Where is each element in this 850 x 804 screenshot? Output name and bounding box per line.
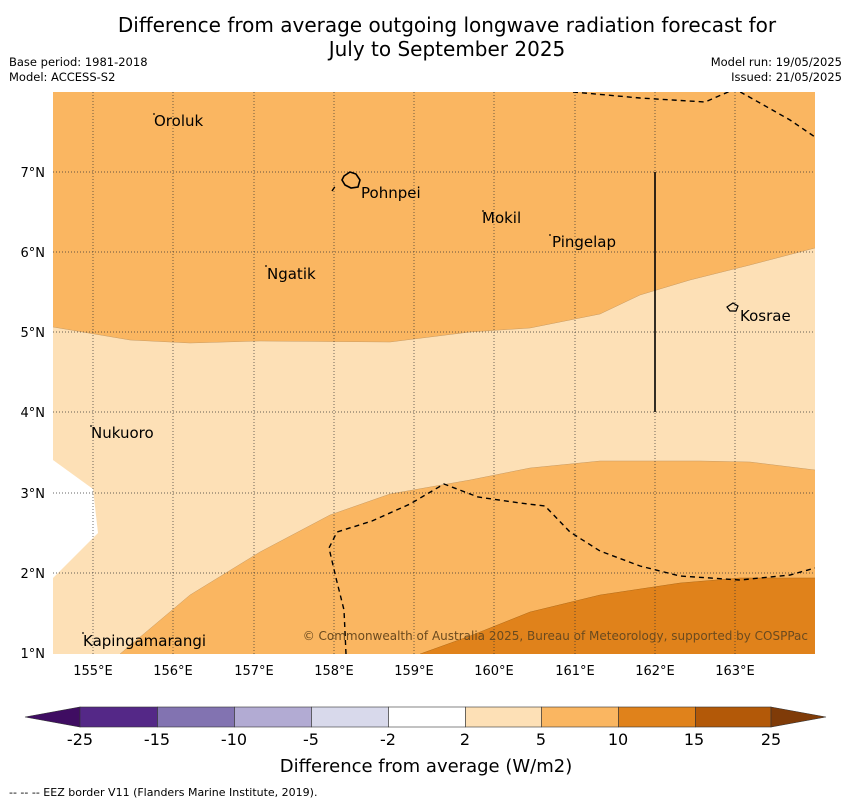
lon-label: 156°E [153,664,193,679]
pingelap-dot [549,234,551,236]
model-name: Model: ACCESS-S2 [9,70,116,84]
colorbar-tick: 25 [761,730,781,749]
issued-date: Issued: 21/05/2025 [731,70,842,84]
lon-label: 158°E [314,664,354,679]
place-label: Mokil [482,209,521,227]
map-title: Difference from average outgoing longwav… [0,13,850,61]
colorbar-tick: 2 [460,730,470,749]
ngatik-dot [265,265,267,267]
lat-label: 3°N [21,487,46,502]
nukuoro-dot [90,425,92,427]
lat-label: 2°N [21,567,46,582]
place-label: Oroluk [154,112,203,130]
longitude-labels: 155°E 156°E 157°E 158°E 159°E 160°E 161°… [73,664,755,679]
colorbar-tick: 15 [684,730,704,749]
neutral-region [53,460,98,578]
map-area: Oroluk Pohnpei Mokil Pingelap Ngatik Kos… [53,92,815,654]
colorbar-extend-high [770,706,827,728]
eez-borders [328,92,815,654]
lon-label: 163°E [715,664,755,679]
colorbar-tick: 10 [608,730,628,749]
lon-label: 155°E [73,664,113,679]
anomaly-10-15-region [420,578,815,654]
pohnpei-island [341,171,361,189]
colorbar-bin [541,706,619,728]
mokil-dot [482,210,484,212]
base-period: Base period: 1981-2018 [9,55,148,69]
colorbar-bin [695,706,772,728]
meta-left: Base period: 1981-2018 Model: ACCESS-S2 [9,55,148,85]
kosrae-island [726,302,739,312]
place-label: Kapingamarangi [83,632,206,650]
lon-label: 157°E [234,664,274,679]
colorbar-tick: -25 [67,730,93,749]
title-line-2: July to September 2025 [328,37,566,61]
colorbar-bin [79,706,158,728]
place-label: Ngatik [267,265,316,283]
title-line-1: Difference from average outgoing longwav… [117,13,777,37]
copyright-notice: © Commonwealth of Australia 2025, Bureau… [303,629,808,643]
colorbar-bin [234,706,312,728]
colorbar-bin [388,706,466,728]
colorbar-extend-low [24,706,81,728]
lon-label: 160°E [474,664,514,679]
place-label: Kosrae [740,307,791,325]
colorbar-bin [311,706,389,728]
colorbar-tick: -10 [221,730,247,749]
kapingamarangi-dot [82,632,84,634]
place-label: Pingelap [552,233,616,251]
eez-footnote: -- -- -- EEZ border V11 (Flanders Marine… [9,786,318,799]
colorbar: -25 -15 -10 -5 -2 2 5 10 15 25 Differenc… [24,706,827,777]
colorbar-bin [618,706,696,728]
colorbar-bin [465,706,542,728]
lon-label: 159°E [394,664,434,679]
lat-label: 5°N [21,326,46,341]
colorbar-tick: -5 [303,730,319,749]
place-label: Pohnpei [361,184,421,202]
colorbar-tick: -2 [380,730,396,749]
lat-label: 1°N [21,647,46,662]
colorbar-title: Difference from average (W/m2) [280,756,572,777]
lon-label: 162°E [635,664,675,679]
lat-label: 6°N [21,246,46,261]
colorbar-tick: -15 [144,730,170,749]
place-label: Nukuoro [91,424,154,442]
anomaly-2-5-region [53,248,815,654]
lat-label: 7°N [21,166,46,181]
colorbar-bin [157,706,235,728]
oroluk-dot [153,113,155,115]
lat-label: 4°N [21,406,46,421]
latitude-labels: 7°N 6°N 5°N 4°N 3°N 2°N 1°N [21,166,46,662]
meta-right: Model run: 19/05/2025 Issued: 21/05/2025 [711,55,842,85]
model-run: Model run: 19/05/2025 [710,55,842,69]
lon-label: 161°E [555,664,595,679]
colorbar-tick: 5 [536,730,546,749]
